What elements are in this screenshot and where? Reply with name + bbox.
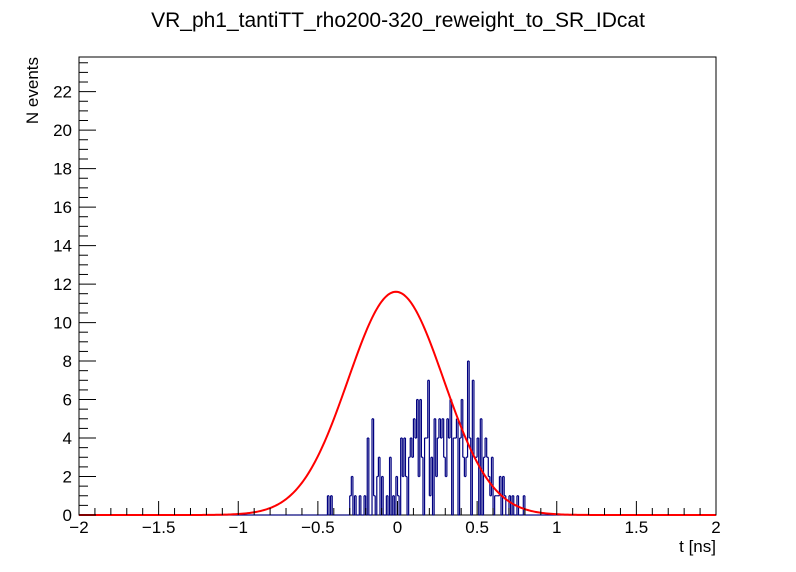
y-tick-label: 4 xyxy=(63,429,72,448)
fit-layer xyxy=(79,290,716,516)
y-tick-label: 6 xyxy=(63,391,72,410)
x-tick-label: −0.5 xyxy=(301,518,335,537)
x-tick-label: 1 xyxy=(552,518,561,537)
x-tick-label: 1.5 xyxy=(625,518,649,537)
y-tick-label: 16 xyxy=(53,198,72,217)
x-tick-label: −1 xyxy=(229,518,248,537)
y-tick-label: 12 xyxy=(53,275,72,294)
chart-title: VR_ph1_tantiTT_rho200-320_reweight_to_SR… xyxy=(151,9,645,32)
x-tick-label: −1.5 xyxy=(142,518,176,537)
plot-area: 0 2 4 6 8 10 12 14 16 18 20 22 −2 −1.5 −1 −0.5 0 0.5 1 1.5… xyxy=(53,56,721,537)
x-tick-label: −2 xyxy=(69,518,88,537)
y-tick-label: 18 xyxy=(53,160,72,179)
y-tick-label: 10 xyxy=(53,314,72,333)
x-axis: −2 −1.5 −1 −0.5 0 0.5 1 1.5 2 xyxy=(69,501,721,537)
y-tick-label: 22 xyxy=(53,83,72,102)
gaussian-fit-curve xyxy=(79,290,716,516)
y-tick-label: 0 xyxy=(63,506,72,525)
x-tick-label: 0.5 xyxy=(465,518,489,537)
y-tick-label: 14 xyxy=(53,237,72,256)
y-tick-label: 20 xyxy=(53,121,72,140)
x-axis-label: t [ns] xyxy=(679,537,716,556)
y-tick-label: 8 xyxy=(63,352,72,371)
y-axis-label: N events xyxy=(23,57,42,124)
y-tick-label: 2 xyxy=(63,468,72,487)
x-tick-label: 0 xyxy=(393,518,402,537)
y-axis: 0 2 4 6 8 10 12 14 16 18 20 22 xyxy=(53,62,96,525)
x-tick-label: 2 xyxy=(711,518,720,537)
